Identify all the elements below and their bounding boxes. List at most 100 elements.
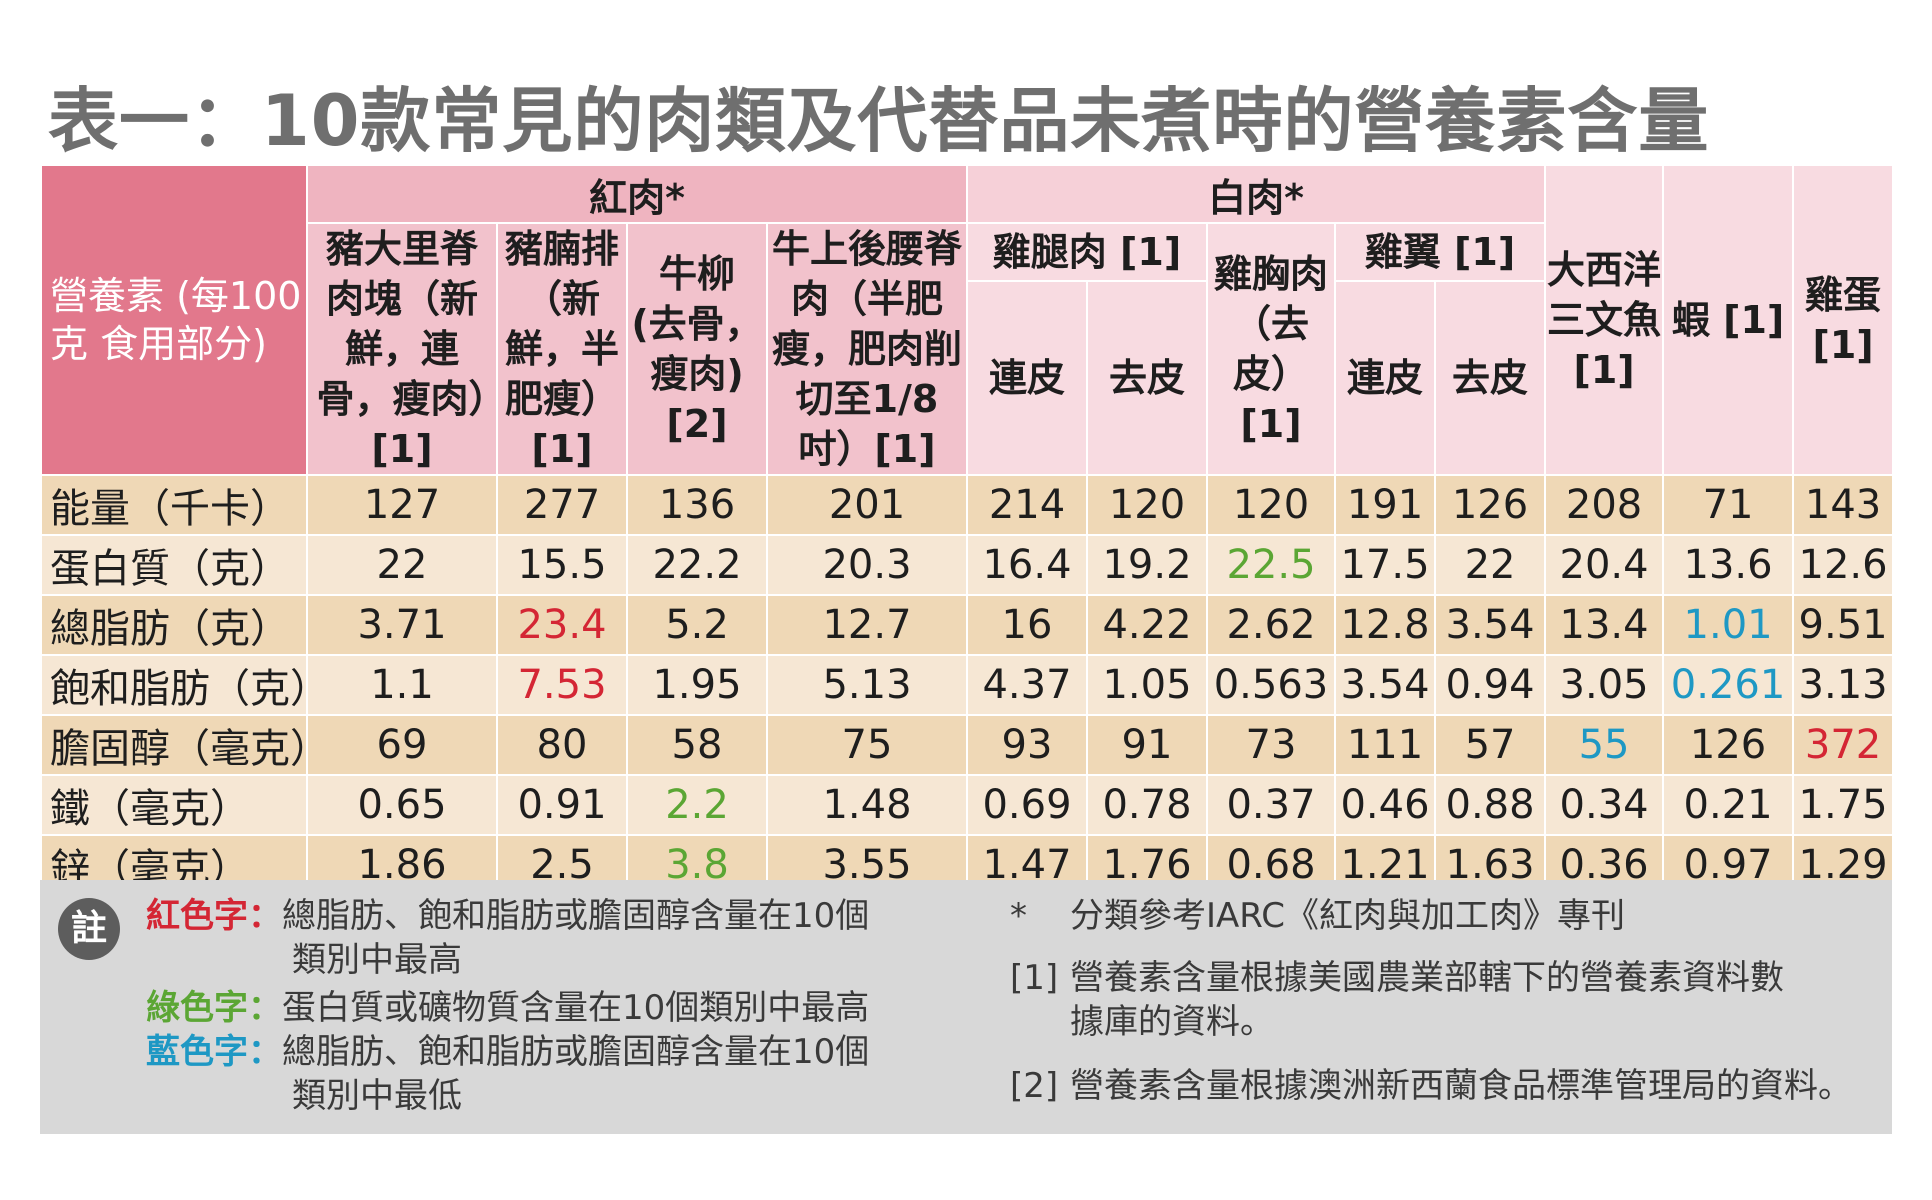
nutrition-table: 營養素 (每100克 食用部分) 紅肉* 白肉* 大西洋三文魚 [1] 蝦 [1… <box>40 164 1895 896</box>
table-cell: 3.54 <box>1433 594 1547 656</box>
table-cell: 136 <box>626 474 768 536</box>
red-meat-group-header: 紅肉* <box>306 164 968 224</box>
table-cell: 13.4 <box>1544 594 1665 656</box>
table-cell: 0.261 <box>1662 654 1795 716</box>
nutrient-header: 營養素 (每100克 食用部分) <box>40 164 308 476</box>
table-cell: 1.48 <box>766 774 968 836</box>
table-cell: 12.8 <box>1334 594 1436 656</box>
table-cell: 12.7 <box>766 594 968 656</box>
green-legend-text: 蛋白質或礦物質含量在10個類別中最高 <box>282 988 870 1028</box>
table-cell: 0.91 <box>496 774 628 836</box>
table-cell: 1.95 <box>626 654 768 716</box>
table-cell: 22.5 <box>1206 534 1336 596</box>
table-cell: 120 <box>1086 474 1208 536</box>
table-cell: 1.01 <box>1662 594 1795 656</box>
table-cell: 17.5 <box>1334 534 1436 596</box>
table-cell: 0.69 <box>966 774 1088 836</box>
table-cell: 16 <box>966 594 1088 656</box>
row-label: 鐵（毫克） <box>40 774 308 836</box>
ref1-footnote-text: 營養素含量根據美國農業部轄下的營養素資料數 <box>1070 958 1784 998</box>
subheader-wing-with-skin: 連皮 <box>1334 280 1436 476</box>
table-cell: 91 <box>1086 714 1208 776</box>
red-legend-key: 紅色字： <box>146 896 282 936</box>
table-cell: 1.1 <box>306 654 498 716</box>
table-body: 能量（千卡） 127 277 136 201 214 120 120 191 126 208 71 14… <box>40 474 1895 896</box>
table-cell: 15.5 <box>496 534 628 596</box>
table-cell: 0.21 <box>1662 774 1795 836</box>
food-header-egg: 雞蛋 [1] <box>1792 164 1895 476</box>
row-label: 能量（千卡） <box>40 474 308 536</box>
table-cell: 22 <box>1433 534 1547 596</box>
table-cell: 111 <box>1334 714 1436 776</box>
table-cell: 127 <box>306 474 498 536</box>
table-cell: 73 <box>1206 714 1336 776</box>
table-cell: 126 <box>1662 714 1795 776</box>
star-footnote-mark: * <box>1010 896 1027 936</box>
table-cell: 19.2 <box>1086 534 1208 596</box>
table-cell: 191 <box>1334 474 1436 536</box>
row-label: 蛋白質（克） <box>40 534 308 596</box>
table-cell: 20.3 <box>766 534 968 596</box>
table-cell: 2.2 <box>626 774 768 836</box>
table-cell: 277 <box>496 474 628 536</box>
food-header-shrimp: 蝦 [1] <box>1662 164 1795 476</box>
table-cell: 3.54 <box>1334 654 1436 716</box>
notes-panel: 註 紅色字：總脂肪、飽和脂肪或膽固醇含量在10個 類別中最高 綠色字：蛋白質或礦… <box>40 880 1892 1134</box>
row-label: 總脂肪（克） <box>40 594 308 656</box>
table-cell: 120 <box>1206 474 1336 536</box>
table-cell: 13.6 <box>1662 534 1795 596</box>
green-legend-key: 綠色字： <box>146 988 282 1028</box>
table-cell: 20.4 <box>1544 534 1665 596</box>
food-header-chicken-leg: 雞腿肉 [1] <box>966 221 1208 283</box>
table-row: 能量（千卡） 127 277 136 201 214 120 120 191 126 208 71 14… <box>40 474 1895 536</box>
ref1-footnote-text-cont: 據庫的資料。 <box>1070 1002 1274 1042</box>
table-cell: 58 <box>626 714 768 776</box>
ref1-footnote-mark: [1] <box>1010 958 1059 998</box>
food-header-pork-ribs: 豬腩排（新鮮，半肥瘦）[1] <box>496 222 628 476</box>
table-row: 蛋白質（克） 22 15.5 22.2 20.3 16.4 19.2 22.5 17.5 22 20… <box>40 534 1895 596</box>
table-row: 飽和脂肪（克） 1.1 7.53 1.95 5.13 4.37 1.05 0.563 3.54 0… <box>40 654 1895 716</box>
food-header-beef-tenderloin: 牛柳 (去骨，瘦肉) [2] <box>626 222 768 476</box>
table-row: 鐵（毫克） 0.65 0.91 2.2 1.48 0.69 0.78 0.37 0.46 0.88… <box>40 774 1895 836</box>
table-cell: 71 <box>1662 474 1795 536</box>
red-legend: 紅色字：總脂肪、飽和脂肪或膽固醇含量在10個 <box>146 894 869 938</box>
note-badge: 註 <box>58 898 120 960</box>
star-footnote-text: 分類參考IARC《紅肉與加工肉》專刊 <box>1070 896 1625 936</box>
table-cell: 69 <box>306 714 498 776</box>
table-cell: 55 <box>1544 714 1665 776</box>
food-header-pork-loin: 豬大里脊肉塊（新鮮，連骨，瘦肉）[1] <box>306 222 498 476</box>
table-cell: 1.75 <box>1792 774 1895 836</box>
food-header-beef-sirloin: 牛上後腰脊肉（半肥瘦，肥肉削切至1/8吋）[1] <box>766 222 968 476</box>
table-cell: 0.94 <box>1433 654 1547 716</box>
ref2-footnote-mark: [2] <box>1010 1066 1059 1106</box>
table-cell: 3.71 <box>306 594 498 656</box>
table-row: 膽固醇（毫克） 69 80 58 75 93 91 73 111 57 55 126 372 <box>40 714 1895 776</box>
food-header-chicken-wing: 雞翼 [1] <box>1333 221 1547 283</box>
table-cell: 0.65 <box>306 774 498 836</box>
table-cell: 3.05 <box>1544 654 1665 716</box>
table-cell: 80 <box>496 714 628 776</box>
food-header-salmon: 大西洋三文魚 [1] <box>1544 164 1665 476</box>
row-label: 膽固醇（毫克） <box>40 714 308 776</box>
table-cell: 22 <box>306 534 498 596</box>
table-cell: 0.37 <box>1206 774 1336 836</box>
red-legend-text-cont: 類別中最高 <box>292 940 462 980</box>
table-cell: 4.37 <box>966 654 1088 716</box>
table-cell: 5.2 <box>626 594 768 656</box>
row-label: 飽和脂肪（克） <box>40 654 308 716</box>
food-header-chicken-breast: 雞胸肉（去皮）[1] <box>1206 222 1336 476</box>
table-cell: 22.2 <box>626 534 768 596</box>
ref2-footnote-text: 營養素含量根據澳洲新西蘭食品標準管理局的資料。 <box>1070 1066 1852 1106</box>
blue-legend-text-cont: 類別中最低 <box>292 1076 462 1116</box>
table-cell: 126 <box>1433 474 1547 536</box>
subheader-leg-no-skin: 去皮 <box>1086 280 1208 476</box>
table-cell: 1.05 <box>1086 654 1208 716</box>
table-cell: 0.78 <box>1086 774 1208 836</box>
table-cell: 16.4 <box>966 534 1088 596</box>
table-cell: 3.13 <box>1792 654 1895 716</box>
table-cell: 201 <box>766 474 968 536</box>
table-cell: 75 <box>766 714 968 776</box>
blue-legend-text: 總脂肪、飽和脂肪或膽固醇含量在10個 <box>282 1032 870 1072</box>
blue-legend: 藍色字：總脂肪、飽和脂肪或膽固醇含量在10個 <box>146 1030 869 1074</box>
table-cell: 0.88 <box>1433 774 1547 836</box>
